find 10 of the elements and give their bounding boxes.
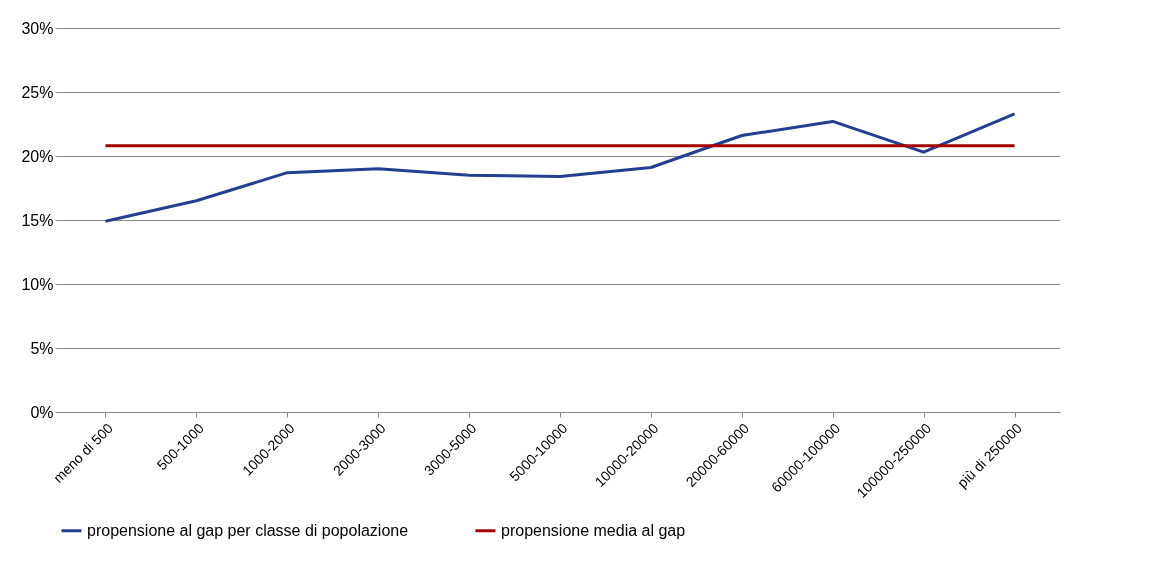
legend-label: propensione media al gap: [501, 521, 686, 539]
y-tick-label: 30%: [21, 19, 54, 37]
legend-label: propensione al gap per classe di popolazione: [87, 521, 409, 539]
y-tick-label: 10%: [21, 275, 54, 293]
line-series: [103, 112, 1017, 223]
y-tick-label: 25%: [21, 83, 54, 101]
y-tick-label: 20%: [21, 147, 54, 165]
y-tick-label: 0%: [30, 403, 54, 421]
y-tick-label: 5%: [30, 339, 54, 357]
y-tick-label: 15%: [21, 211, 54, 229]
